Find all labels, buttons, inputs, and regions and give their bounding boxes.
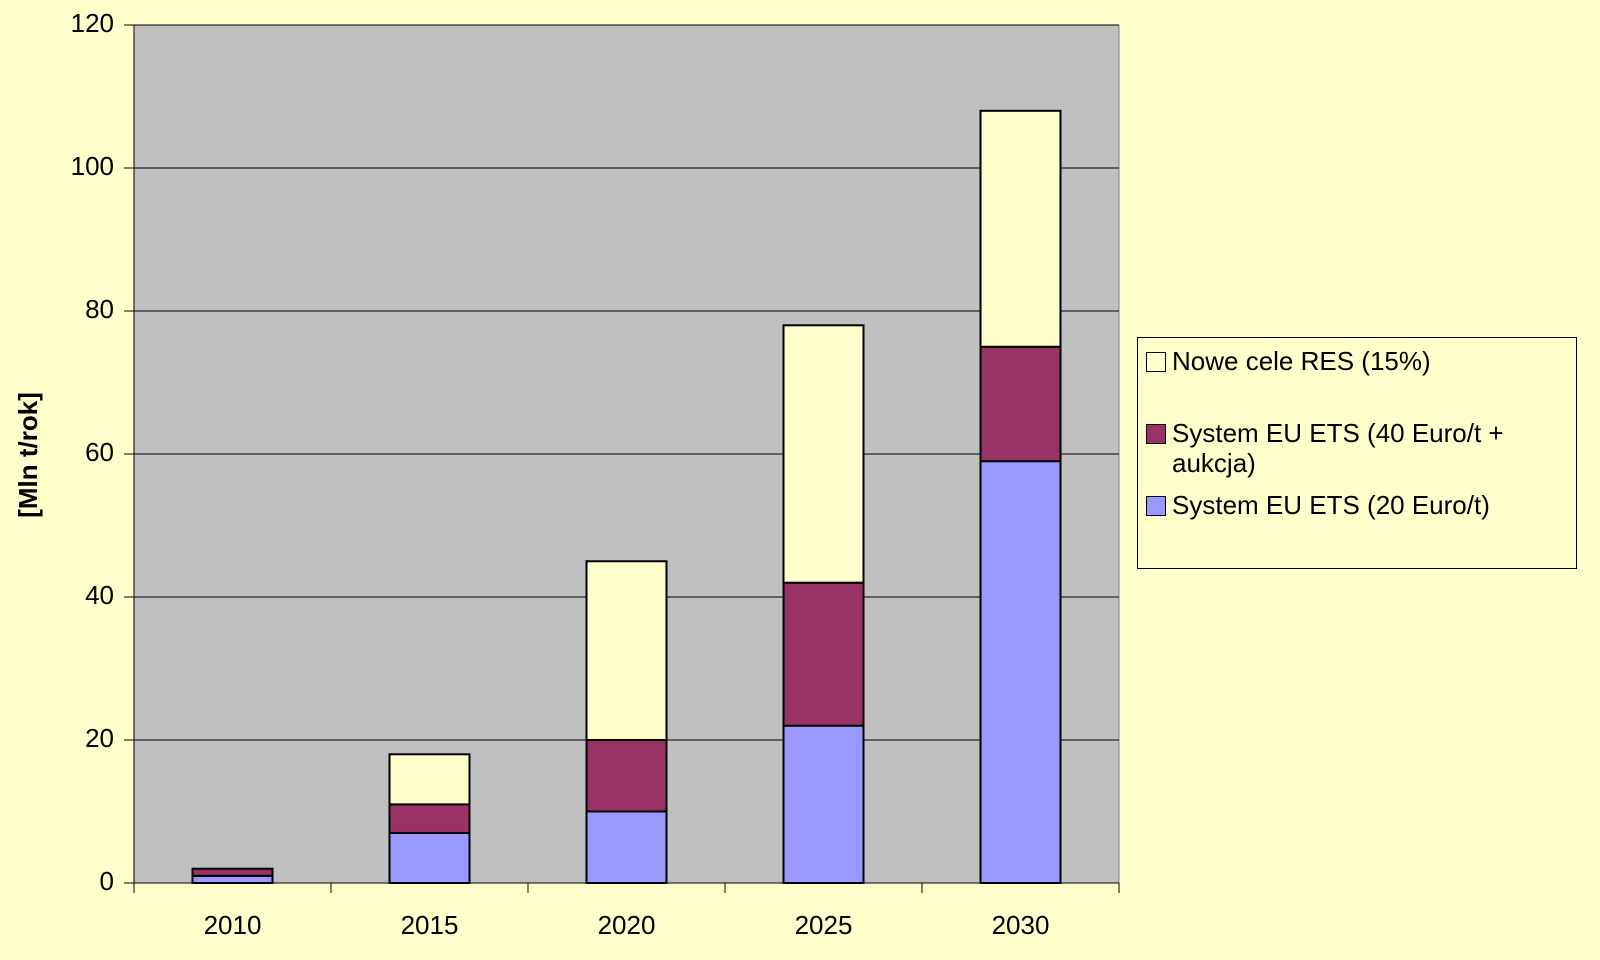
bar-segment	[388, 753, 471, 806]
bar-segment	[782, 581, 865, 727]
y-tick-label: 120	[71, 8, 114, 38]
legend-swatch	[1146, 496, 1166, 516]
y-tick-label: 0	[100, 866, 114, 896]
legend-entry: System EU ETS (40 Euro/t + aukcja)	[1146, 418, 1576, 478]
bar-segment	[585, 560, 668, 741]
x-tick-label: 2025	[795, 910, 853, 940]
bar-segment	[979, 109, 1062, 348]
bar-segment	[585, 739, 668, 813]
bar-segment	[388, 831, 471, 885]
bar-segment	[979, 460, 1062, 884]
y-axis-label: [Mln t/rok]	[13, 392, 43, 518]
bar-segment	[191, 874, 274, 884]
x-tick-label: 2030	[992, 910, 1050, 940]
y-tick-label: 40	[85, 580, 114, 610]
legend-entry: Nowe cele RES (15%)	[1146, 346, 1576, 376]
y-tick-label: 80	[85, 294, 114, 324]
bar-segment	[782, 324, 865, 584]
y-tick-label: 20	[85, 723, 114, 753]
legend-label: System EU ETS (40 Euro/t + aukcja)	[1172, 418, 1504, 478]
bar-segment	[782, 724, 865, 885]
legend-swatch	[1146, 424, 1166, 444]
legend-entry: System EU ETS (20 Euro/t)	[1146, 490, 1576, 520]
legend: Nowe cele RES (15%) System EU ETS (40 Eur…	[1137, 337, 1577, 569]
y-tick-label: 60	[85, 437, 114, 467]
x-tick-label: 2020	[598, 910, 656, 940]
bar-segment	[585, 810, 668, 884]
legend-label: Nowe cele RES (15%)	[1172, 346, 1431, 376]
bar-segment	[388, 803, 471, 834]
x-tick-label: 2010	[204, 910, 262, 940]
bar-segment	[979, 345, 1062, 463]
legend-label: System EU ETS (20 Euro/t)	[1172, 490, 1490, 520]
bar-segment	[191, 867, 274, 877]
x-tick-label: 2015	[401, 910, 459, 940]
legend-swatch	[1146, 352, 1166, 372]
y-tick-label: 100	[71, 151, 114, 181]
